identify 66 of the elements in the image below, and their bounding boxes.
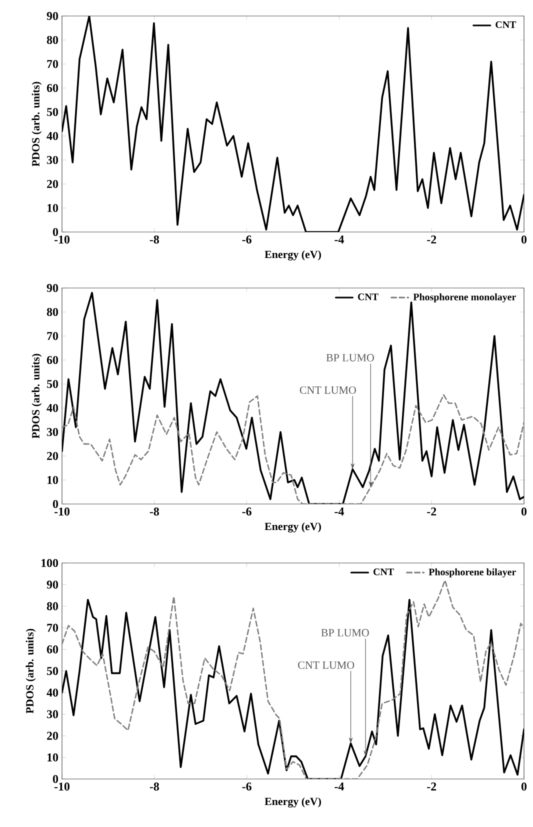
y-tick-label: 40 [46,688,58,697]
y-axis-title: PDOS (arb. units) [26,628,36,714]
y-tick-label: 50 [47,380,58,388]
y-tick-label: 60 [46,356,58,364]
y-tick-label: 60 [46,645,58,654]
y-tick-label: 30 [46,710,58,718]
x-tick-label: -6 [242,236,252,244]
x-tick-label: -4 [334,508,344,516]
y-tick-label: 100 [42,558,58,568]
x-tick-label: -2 [427,508,436,516]
y-tick-label: 90 [46,580,58,589]
y-tick-label: 30 [46,428,58,436]
y-tick-label: 30 [46,156,58,164]
x-tick-label: -4 [334,782,344,790]
x-tick-label: -2 [427,236,436,244]
x-tick-label: -6 [242,508,252,516]
annotation: CNT LUMO [298,661,354,669]
y-tick-label: 90 [46,12,58,20]
y-tick-label: 0 [52,228,58,236]
line-series [62,16,524,232]
x-tick-label: -8 [150,508,159,516]
y-tick-label: 50 [47,666,58,676]
y-tick-label: 80 [46,602,58,610]
x-tick-label: -2 [427,782,436,790]
x-axis-title: Energy (eV) [264,522,321,532]
x-tick-label: -4 [334,236,344,244]
x-tick-label: -10 [54,782,70,791]
y-tick-label: 20 [47,180,58,188]
x-tick-label: 0 [521,782,527,791]
y-tick-label: 70 [47,332,58,340]
x-tick-label: -10 [54,236,70,244]
y-tick-label: 80 [46,308,58,316]
y-tick-label: 0 [52,500,58,508]
y-tick-label: 20 [47,732,58,740]
y-tick-label: 10 [47,753,58,762]
y-tick-label: 50 [47,108,58,116]
x-tick-label: -8 [150,782,159,791]
annotation: BP LUMO [326,354,374,362]
legend-label: CNT [358,294,378,300]
y-tick-label: 20 [47,452,58,460]
x-tick-label: 0 [521,508,527,516]
annotation: CNT LUMO [300,386,356,394]
legend-label: CNT [496,21,516,28]
x-tick-label: -6 [242,782,252,791]
y-tick-label: 70 [47,60,58,68]
legend-label: Phosphorene monolayer [413,293,516,302]
y-tick-label: 60 [46,84,58,92]
y-tick-label: 10 [47,204,58,212]
y-axis-title: PDOS (arb. units) [32,82,42,166]
legend-label: CNT [374,568,394,576]
y-tick-label: 40 [46,404,58,412]
x-tick-label: -8 [150,236,159,244]
y-tick-label: 70 [47,624,58,632]
y-axis-title: PDOS (arb. units) [32,354,42,438]
x-tick-label: -10 [54,508,70,516]
y-tick-label: 90 [46,284,58,292]
y-tick-label: 80 [46,36,58,44]
y-tick-label: 10 [47,476,58,484]
y-tick-label: 40 [46,132,58,140]
line-series [62,292,524,504]
legend-label: Phosphorene bilayer [428,568,516,578]
x-tick-label: 0 [521,236,527,244]
x-axis-title: Energy (eV) [264,250,321,260]
annotation: BP LUMO [321,629,369,636]
x-axis-title: Energy (eV) [264,797,321,808]
y-tick-label: 0 [52,774,58,784]
